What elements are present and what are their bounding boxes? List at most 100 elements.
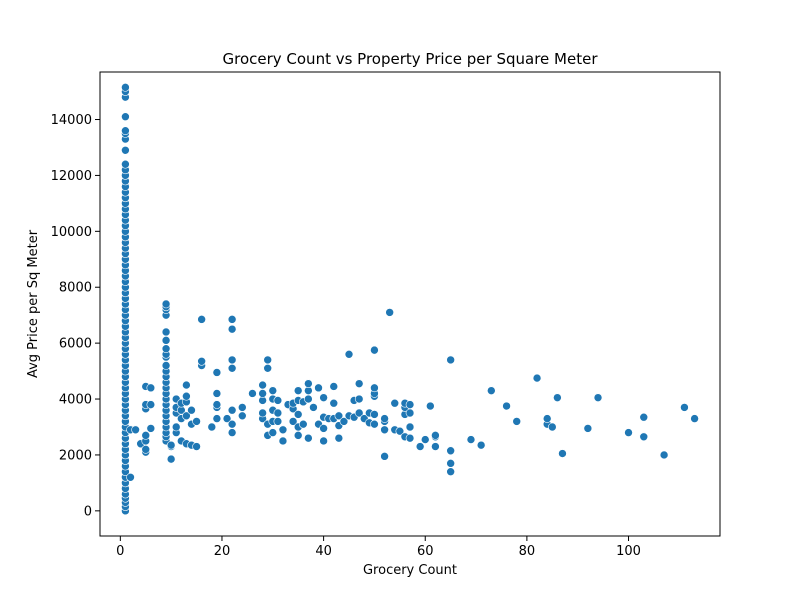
- data-point-165: [268, 386, 278, 395]
- data-point-197: [334, 433, 344, 443]
- y-tick-label-12000: 12000: [51, 169, 92, 184]
- data-point-67: [121, 126, 130, 135]
- data-point-202: [344, 350, 354, 359]
- data-point-77: [141, 445, 151, 454]
- data-point-231: [405, 408, 415, 418]
- data-point-223: [390, 398, 400, 408]
- data-point-224: [395, 426, 405, 436]
- data-point-233: [415, 442, 425, 451]
- data-point-146: [227, 355, 237, 365]
- data-point-195: [329, 398, 339, 408]
- data-point-143: [227, 419, 237, 429]
- data-point-138: [212, 400, 222, 409]
- data-point-114: [171, 422, 181, 432]
- data-point-258: [639, 412, 649, 422]
- x-tick-label-100: 100: [616, 544, 641, 559]
- data-point-172: [288, 417, 298, 426]
- data-point-229: [405, 433, 415, 443]
- data-point-255: [593, 393, 603, 402]
- data-point-104: [161, 336, 171, 345]
- data-point-190: [319, 424, 328, 433]
- data-point-250: [542, 414, 552, 423]
- y-axis-ticks: 0 2000 4000 6000 8000 10000 12000 14000: [51, 113, 100, 519]
- x-tick-label-20: 20: [214, 544, 231, 559]
- data-point-186: [309, 403, 318, 412]
- y-tick-label-4000: 4000: [59, 393, 92, 408]
- data-point-168: [273, 396, 283, 405]
- data-point-166: [273, 417, 283, 426]
- data-point-105: [161, 327, 171, 337]
- data-point-245: [487, 386, 496, 395]
- data-point-220: [380, 414, 389, 423]
- data-point-241: [446, 446, 455, 456]
- x-tick-label-0: 0: [116, 544, 124, 559]
- data-point-215: [370, 383, 379, 393]
- data-point-142: [227, 428, 237, 437]
- y-tick-label-14000: 14000: [51, 113, 92, 128]
- data-point-254: [583, 424, 593, 433]
- data-point-252: [553, 393, 562, 402]
- data-point-212: [370, 410, 379, 419]
- data-point-129: [187, 405, 196, 415]
- data-point-100: [161, 361, 171, 370]
- data-point-216: [370, 345, 379, 355]
- data-point-126: [182, 380, 191, 390]
- data-point-68: [121, 112, 130, 122]
- x-tick-label-80: 80: [519, 544, 536, 559]
- data-point-236: [431, 442, 440, 451]
- data-point-179: [293, 386, 303, 395]
- data-point-140: [212, 368, 222, 377]
- data-point-130: [192, 442, 201, 451]
- data-point-257: [639, 432, 649, 442]
- data-point-83: [146, 424, 156, 433]
- data-point-205: [354, 408, 364, 418]
- data-point-148: [227, 315, 237, 324]
- data-point-221: [385, 308, 394, 317]
- data-point-232: [405, 400, 415, 409]
- plot-frame: [99, 71, 721, 537]
- data-point-145: [227, 363, 237, 373]
- y-tick-label-6000: 6000: [59, 337, 92, 352]
- data-point-160: [263, 355, 273, 365]
- data-point-260: [680, 403, 689, 412]
- data-point-123: [182, 411, 191, 421]
- data-point-261: [690, 414, 699, 423]
- data-point-150: [238, 403, 247, 412]
- data-point-182: [304, 433, 313, 443]
- data-point-175: [293, 431, 303, 440]
- data-point-133: [197, 356, 206, 366]
- data-point-196: [329, 382, 339, 391]
- data-point-248: [532, 373, 542, 383]
- data-point-161: [268, 428, 278, 437]
- y-tick-label-8000: 8000: [59, 281, 92, 296]
- data-point-211: [370, 419, 379, 429]
- y-tick-label-0: 0: [84, 504, 92, 519]
- data-point-139: [212, 389, 222, 398]
- x-axis-label: Grocery Count: [363, 563, 457, 578]
- data-point-141: [222, 414, 232, 423]
- data-point-103: [161, 344, 171, 354]
- data-point-244: [476, 440, 486, 450]
- data-point-79: [141, 431, 151, 440]
- data-point-218: [380, 425, 389, 435]
- data-point-183: [304, 394, 313, 404]
- y-axis-label: Avg Price per Sq Meter: [26, 229, 41, 378]
- data-point-85: [146, 383, 156, 393]
- x-tick-label-60: 60: [417, 544, 434, 559]
- data-point-136: [212, 414, 222, 423]
- data-point-185: [304, 379, 313, 388]
- data-point-73: [126, 472, 135, 482]
- data-point-151: [248, 389, 257, 398]
- data-point-243: [466, 435, 476, 444]
- data-point-242: [446, 355, 455, 365]
- points-layer: [121, 83, 699, 516]
- y-tick-label-10000: 10000: [51, 225, 92, 240]
- data-point-64: [121, 145, 130, 155]
- data-point-188: [314, 383, 323, 393]
- data-point-134: [197, 315, 206, 324]
- data-point-131: [192, 417, 201, 426]
- data-point-230: [405, 422, 415, 432]
